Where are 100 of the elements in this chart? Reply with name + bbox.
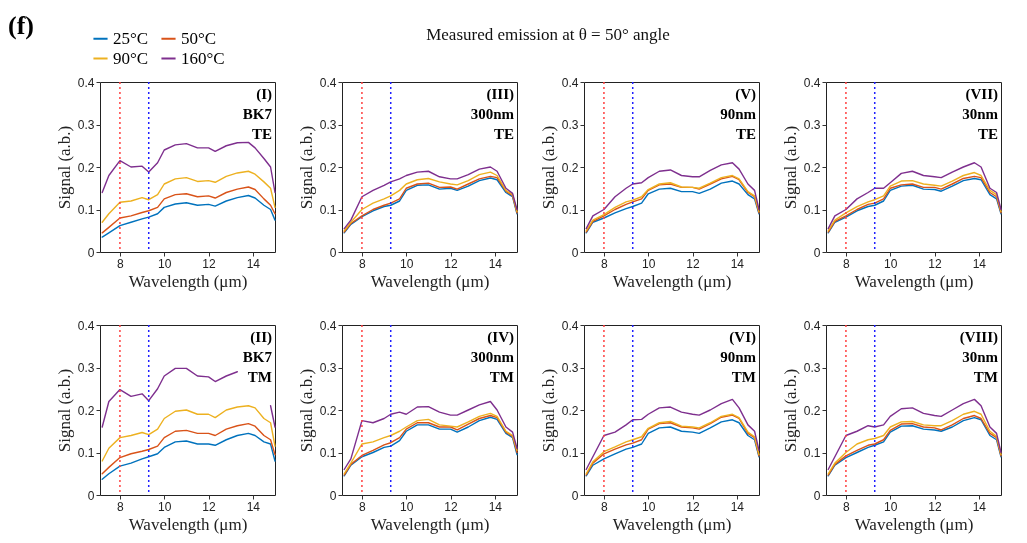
x-axis-title: Wavelength (μm) bbox=[370, 514, 490, 534]
y-axis-title: Signal (a.b.) bbox=[54, 368, 74, 453]
y-tick-label: 0.3 bbox=[77, 118, 95, 132]
annotation: (VI) bbox=[729, 329, 756, 346]
x-tick-label: 12 bbox=[444, 499, 459, 514]
y-tick-label: 0.3 bbox=[319, 361, 337, 375]
y-tick-label: 0.2 bbox=[803, 403, 821, 418]
annotation: TE bbox=[493, 126, 514, 142]
legend-label: 50°C bbox=[181, 28, 217, 48]
line-series bbox=[101, 186, 276, 234]
x-tick-label: 12 bbox=[202, 499, 217, 514]
line-series bbox=[101, 432, 276, 480]
x-tick-label: 12 bbox=[686, 256, 701, 271]
y-tick-label: 0 bbox=[571, 245, 579, 260]
x-tick-label: 14 bbox=[972, 256, 987, 271]
x-tick-label: 14 bbox=[730, 256, 745, 271]
annotation: TE bbox=[735, 126, 756, 142]
line-series bbox=[101, 194, 276, 238]
y-tick-label: 0 bbox=[813, 245, 821, 260]
y-tick-label: 0 bbox=[87, 245, 95, 260]
x-tick-label: 10 bbox=[400, 499, 414, 514]
text: (f) bbox=[8, 11, 34, 40]
annotation: 30nm bbox=[962, 349, 999, 365]
y-tick-label: 0.2 bbox=[77, 160, 95, 175]
x-axis-title: Wavelength (μm) bbox=[370, 271, 490, 291]
y-tick-label: 0.4 bbox=[319, 318, 337, 333]
annotation: TM bbox=[247, 369, 272, 385]
line-series bbox=[585, 162, 760, 230]
x-tick-label: 8 bbox=[601, 499, 609, 514]
y-axis-title: Signal (a.b.) bbox=[538, 368, 558, 453]
line-series bbox=[101, 170, 276, 223]
y-tick-label: 0.4 bbox=[77, 75, 95, 90]
y-tick-label: 0.2 bbox=[319, 160, 337, 175]
annotation: (I) bbox=[256, 86, 272, 103]
y-tick-label: 0 bbox=[329, 245, 337, 260]
y-tick-label: 0.4 bbox=[77, 318, 95, 333]
annotation: (II) bbox=[250, 329, 272, 346]
y-tick-label: 0.4 bbox=[319, 75, 337, 90]
x-tick-label: 8 bbox=[359, 499, 367, 514]
y-tick-label: 0.1 bbox=[561, 446, 579, 460]
annotation: (IV) bbox=[487, 329, 514, 346]
annotation: (V) bbox=[735, 86, 756, 103]
annotation: TE bbox=[251, 126, 272, 142]
line-series bbox=[827, 162, 1002, 230]
y-tick-label: 0.2 bbox=[77, 403, 95, 418]
x-axis-title: Wavelength (μm) bbox=[854, 271, 974, 291]
x-tick-label: 14 bbox=[488, 256, 503, 271]
y-tick-label: 0 bbox=[813, 488, 821, 503]
line-series bbox=[585, 398, 760, 471]
y-tick-label: 0.1 bbox=[77, 446, 95, 460]
y-axis-title: Signal (a.b.) bbox=[296, 368, 316, 453]
x-tick-label: 12 bbox=[444, 256, 459, 271]
y-tick-label: 0.1 bbox=[803, 446, 821, 460]
x-tick-label: 10 bbox=[400, 256, 414, 271]
y-tick-label: 0.1 bbox=[561, 203, 579, 217]
x-tick-label: 8 bbox=[359, 256, 367, 271]
y-axis-title: Signal (a.b.) bbox=[780, 125, 800, 210]
x-tick-label: 14 bbox=[488, 499, 503, 514]
y-tick-label: 0.3 bbox=[319, 118, 337, 132]
y-tick-label: 0.1 bbox=[77, 203, 95, 217]
annotation: 300nm bbox=[470, 106, 515, 122]
x-axis-title: Wavelength (μm) bbox=[612, 271, 732, 291]
y-tick-label: 0.2 bbox=[803, 160, 821, 175]
y-axis-title: Signal (a.b.) bbox=[780, 368, 800, 453]
y-tick-label: 0.4 bbox=[803, 75, 821, 90]
annotation: 300nm bbox=[470, 349, 515, 365]
x-tick-label: 10 bbox=[884, 499, 898, 514]
annotation: TE bbox=[977, 126, 998, 142]
y-axis-title: Signal (a.b.) bbox=[296, 125, 316, 210]
x-tick-label: 10 bbox=[642, 256, 656, 271]
y-tick-label: 0 bbox=[571, 488, 579, 503]
line-series bbox=[827, 398, 1002, 471]
x-tick-label: 14 bbox=[730, 499, 745, 514]
x-tick-label: 10 bbox=[158, 256, 172, 271]
line-series bbox=[343, 400, 518, 471]
annotation: TM bbox=[731, 369, 756, 385]
y-tick-label: 0.4 bbox=[561, 318, 579, 333]
annotation: TM bbox=[489, 369, 514, 385]
annotation: 90nm bbox=[720, 349, 757, 365]
x-tick-label: 8 bbox=[601, 256, 609, 271]
y-tick-label: 0 bbox=[329, 488, 337, 503]
legend-label: 90°C bbox=[113, 48, 149, 68]
annotation: (III) bbox=[486, 86, 514, 103]
y-tick-label: 0.3 bbox=[803, 118, 821, 132]
text: Measured emission at θ = 50° angle bbox=[426, 25, 670, 44]
y-tick-label: 0.3 bbox=[561, 118, 579, 132]
line-series bbox=[101, 405, 276, 462]
y-tick-label: 0.1 bbox=[319, 203, 337, 217]
x-tick-label: 8 bbox=[117, 499, 125, 514]
annotation: (VII) bbox=[965, 86, 998, 103]
x-tick-label: 14 bbox=[246, 499, 261, 514]
y-tick-label: 0.2 bbox=[319, 403, 337, 418]
y-axis-title: Signal (a.b.) bbox=[538, 125, 558, 210]
x-tick-label: 12 bbox=[928, 499, 943, 514]
x-tick-label: 12 bbox=[928, 256, 943, 271]
y-tick-label: 0.3 bbox=[803, 361, 821, 375]
x-axis-title: Wavelength (μm) bbox=[128, 514, 248, 534]
x-tick-label: 10 bbox=[884, 256, 898, 271]
x-tick-label: 8 bbox=[843, 256, 851, 271]
annotation: TM bbox=[973, 369, 998, 385]
